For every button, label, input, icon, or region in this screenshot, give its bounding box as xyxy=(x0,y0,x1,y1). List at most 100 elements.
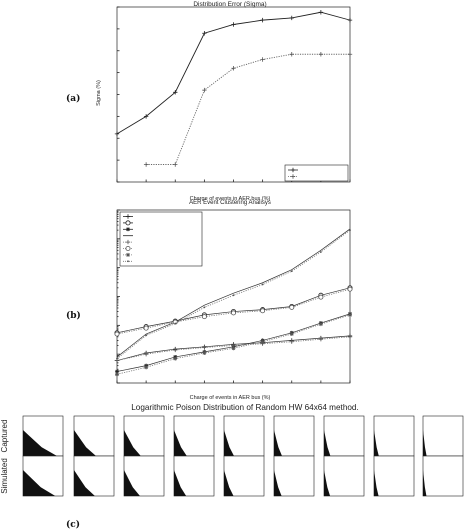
data-point xyxy=(318,337,324,342)
chart-a-plot-frame xyxy=(116,6,351,183)
legend-marker xyxy=(125,220,131,226)
data-point xyxy=(318,52,324,57)
distribution-cell xyxy=(73,415,115,457)
data-point xyxy=(202,345,207,350)
data-point xyxy=(232,294,235,297)
data-point xyxy=(260,57,265,62)
data-point xyxy=(347,17,353,23)
data-point xyxy=(260,17,265,23)
legend-marker xyxy=(126,227,130,232)
distribution-fill xyxy=(224,470,234,496)
data-point xyxy=(231,22,236,27)
distribution-fill xyxy=(274,470,282,496)
data-point xyxy=(290,270,293,273)
distribution-cell xyxy=(323,415,365,457)
series-line-1 xyxy=(146,53,350,165)
data-point xyxy=(260,339,265,344)
data-point xyxy=(173,356,178,361)
data-point xyxy=(319,251,322,253)
chart-a-legend-box xyxy=(284,164,349,182)
data-point xyxy=(347,52,353,57)
data-point xyxy=(144,365,149,370)
row-label-captured: Captured xyxy=(0,420,9,453)
distribution-fill xyxy=(74,430,96,456)
data-point xyxy=(202,31,207,36)
data-point xyxy=(318,322,323,327)
data-point xyxy=(115,372,119,377)
distribution-cell xyxy=(223,415,265,457)
cell-frame xyxy=(273,455,315,497)
cell-frame xyxy=(323,455,365,497)
legend-marker xyxy=(127,260,129,263)
data-point xyxy=(116,357,118,360)
legend-marker xyxy=(290,174,296,179)
distribution-cell xyxy=(173,455,215,497)
cell-frame xyxy=(422,415,464,457)
distribution-cell xyxy=(223,455,265,497)
data-point xyxy=(143,114,149,119)
data-point xyxy=(231,346,236,351)
chart-a-title: Distribution Error (Sigma) xyxy=(193,1,266,8)
distribution-cell xyxy=(173,415,215,457)
panel-label-b: (b) xyxy=(66,310,81,321)
chart-b-title: AER Event Clustering Analisys xyxy=(189,200,271,206)
data-point xyxy=(349,229,351,232)
distribution-cell xyxy=(22,415,64,457)
cell-frame xyxy=(223,455,265,497)
distribution-cell xyxy=(73,455,115,497)
panel-label-a: (a) xyxy=(66,93,80,104)
data-point xyxy=(143,162,149,167)
data-point xyxy=(318,10,324,15)
distribution-cell xyxy=(273,455,315,497)
distribution-fill xyxy=(274,430,282,456)
data-point xyxy=(289,339,294,344)
data-point xyxy=(173,90,178,95)
data-point xyxy=(289,52,294,57)
legend-marker xyxy=(125,239,131,245)
sigma-error-chart: Distribution Error (Sigma) Sigma (%) Cha… xyxy=(96,1,353,202)
legend-marker xyxy=(125,245,131,251)
series-line-6 xyxy=(116,314,351,375)
cell-frame xyxy=(373,415,415,457)
distribution-fill xyxy=(324,470,331,496)
chart-a-xlabel: Charge of events in AER bus (%) xyxy=(190,196,271,202)
distribution-cell xyxy=(323,455,365,497)
data-point xyxy=(114,331,120,337)
data-point xyxy=(173,347,178,353)
data-point xyxy=(114,131,120,137)
distribution-fill xyxy=(224,430,234,456)
distribution-fill xyxy=(74,470,95,496)
data-point xyxy=(231,66,236,71)
panel-label-c: (c) xyxy=(66,519,80,530)
distribution-fill xyxy=(324,430,331,456)
data-point xyxy=(260,308,266,314)
chart-a-ylabel: Sigma (%) xyxy=(96,80,102,106)
data-point xyxy=(202,87,207,93)
chart-b-legend-box xyxy=(119,211,203,267)
data-point xyxy=(347,334,353,340)
data-point xyxy=(203,306,206,309)
distribution-cell xyxy=(422,455,464,497)
chart-b-xlabel: Charge of events in AER bus (%) xyxy=(190,395,271,401)
distribution-fill xyxy=(374,470,379,496)
data-point xyxy=(289,304,295,310)
data-point xyxy=(289,15,294,21)
poison-distribution-grid: Logarithmic Poison Distribution of Rando… xyxy=(0,403,464,497)
data-point xyxy=(145,334,148,337)
distribution-fill xyxy=(174,470,187,496)
series-line-0 xyxy=(116,11,351,135)
data-point xyxy=(347,286,353,292)
data-point xyxy=(289,332,294,337)
data-point xyxy=(348,312,352,317)
data-point xyxy=(143,325,149,331)
distribution-cell xyxy=(22,455,64,497)
legend-marker xyxy=(126,252,130,257)
distribution-fill xyxy=(124,430,141,456)
distribution-fill xyxy=(423,470,427,496)
data-point xyxy=(201,314,207,320)
event-clustering-chart: AER Event Clustering Analisys Charge of … xyxy=(114,200,353,401)
distribution-fill xyxy=(174,430,187,456)
distribution-cell xyxy=(123,455,165,497)
distribution-fill xyxy=(23,430,57,456)
legend-marker xyxy=(125,214,131,219)
